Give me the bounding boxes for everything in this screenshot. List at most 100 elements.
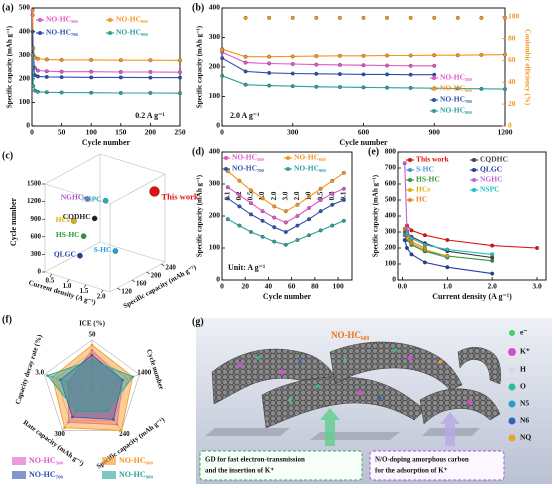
data-point [243, 60, 248, 65]
y-axis-label: Specific capacity (mAh g⁻¹) [196, 174, 204, 257]
rate-label: 2.0 [270, 191, 278, 200]
rate-label: 0.5 [247, 191, 255, 200]
series-line [221, 51, 435, 67]
data-point [118, 75, 123, 80]
data-point [314, 84, 319, 89]
legend-swatch [408, 178, 412, 182]
carbon-sheet [329, 341, 463, 391]
panel-label: (f) [2, 314, 12, 325]
y-axis-label: Specific capacity (mAh g⁻¹) [122, 263, 198, 310]
data-point [385, 85, 390, 90]
box-edge [99, 153, 166, 175]
x-tick-label: 100 [332, 282, 344, 291]
k-ion [357, 390, 363, 396]
data-point [490, 271, 495, 276]
data-point [290, 15, 295, 20]
legend-label: S-HC [416, 165, 434, 174]
data-point [361, 53, 366, 58]
x-tick-label: 250 [174, 128, 186, 137]
data-point [148, 91, 153, 95]
legend-swatch [102, 457, 116, 465]
data-point [225, 185, 230, 190]
x-tick-label: 0 [220, 128, 224, 137]
data-point [283, 242, 288, 247]
data-point [91, 215, 98, 222]
data-point [290, 62, 295, 67]
radar-point [90, 343, 94, 347]
legend-label: NO-HC₇₀₀ [440, 95, 472, 104]
axis-max-label: 240 [119, 430, 130, 438]
data-point [267, 15, 272, 20]
radar-point [51, 375, 54, 379]
y-tick-label: 0 [26, 121, 30, 130]
data-point [535, 246, 539, 250]
legend-icon [508, 417, 516, 425]
legend-label: NO-HC₇₀₀ [232, 164, 264, 173]
legend-swatch [38, 18, 42, 22]
data-point [295, 223, 300, 228]
y2-tick-label: 40 [508, 77, 516, 86]
y-tick-label: 0 [216, 121, 220, 130]
data-point [330, 202, 335, 207]
data-point [178, 91, 182, 96]
legend-swatch [408, 188, 412, 192]
data-point [361, 72, 366, 77]
y-tick-label: 300 [209, 32, 221, 41]
axis-max-label: 300 [54, 430, 65, 438]
radar-point [66, 380, 70, 384]
x-tick [49, 273, 53, 278]
diagram-title: NO-HC₆₀₀ [331, 330, 369, 340]
x-tick-label: 0 [220, 282, 224, 291]
legend-icon [509, 367, 515, 373]
x-tick-label: 2.0 [97, 293, 106, 301]
data-point [422, 233, 427, 238]
data-point [178, 70, 182, 75]
x-tick-label: 0.0 [398, 282, 408, 291]
z-tick-label: 1200 [27, 197, 42, 205]
radar-point [58, 378, 62, 381]
data-point [385, 15, 390, 20]
data-point [409, 228, 414, 233]
y-tick-label: 700 [385, 163, 397, 172]
legend-swatch [432, 98, 436, 102]
series-line [227, 197, 345, 233]
legend-label: NO-HC₅₀₀ [29, 456, 63, 465]
z-axis-label: Cycle number [9, 197, 18, 246]
box-edge [44, 241, 101, 273]
y-tick-label: 0 [392, 275, 396, 284]
legend-label: NO-HC₅₀₀ [440, 73, 472, 82]
box-edge [44, 153, 101, 185]
x-tick-label: 900 [429, 128, 441, 137]
data-point [89, 57, 94, 62]
x-axis-label: Cycle number [339, 138, 388, 147]
legend-swatch [408, 158, 412, 162]
legend-swatch [472, 168, 476, 172]
data-point [455, 15, 460, 20]
data-point [84, 196, 91, 202]
z-tick-label: 900 [31, 215, 42, 223]
note-text: GD for fast electron-transmission [205, 456, 305, 464]
z-tick-label: 1500 [27, 180, 42, 188]
n-atom [298, 360, 302, 364]
data-point [422, 242, 427, 247]
legend-label: This work [416, 155, 450, 164]
radar-area [46, 359, 134, 412]
point-label: HS-HC [56, 230, 80, 239]
y-tick-label: 800 [385, 147, 397, 156]
legend-label: NO-HC₅₀₀ [232, 153, 264, 162]
data-point [314, 54, 319, 59]
radar-point [46, 374, 49, 377]
legend-label: HCs [416, 185, 430, 194]
legend-label: N6 [520, 416, 529, 425]
legend-label: O [520, 382, 526, 391]
x-tick-label: 3.0 [532, 282, 542, 291]
y-tick-label: 200 [209, 62, 221, 71]
data-point [314, 15, 319, 20]
data-point [31, 83, 36, 88]
data-point [479, 15, 484, 20]
data-point [243, 69, 248, 74]
data-point [267, 61, 272, 66]
point-label: S-HC [93, 245, 111, 254]
